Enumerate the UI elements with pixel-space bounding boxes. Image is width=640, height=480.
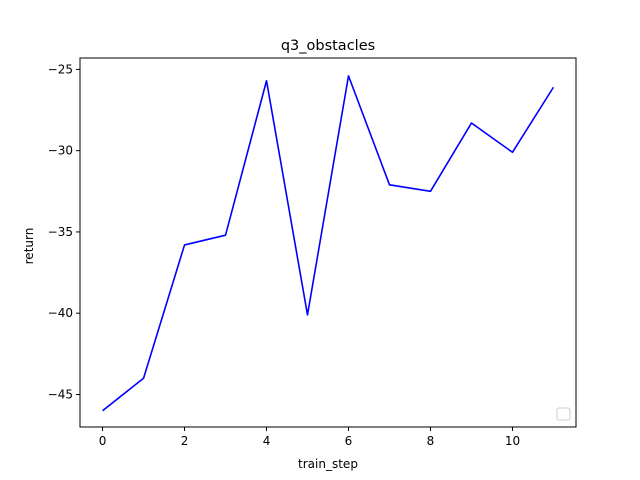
x-tick-label: 10 bbox=[505, 434, 520, 448]
x-axis-label: train_step bbox=[298, 457, 358, 471]
y-tick-label: −45 bbox=[48, 387, 73, 401]
x-tick-label: 8 bbox=[427, 434, 435, 448]
plot-area: 0 2 4 6 8 10 −45 −40 −35 −30 −25 bbox=[48, 57, 577, 448]
series-line-0 bbox=[102, 75, 555, 412]
y-tick-label: −40 bbox=[48, 306, 73, 320]
chart-title: q3_obstacles bbox=[281, 38, 375, 54]
x-tick-label: 6 bbox=[345, 434, 353, 448]
axes-frame bbox=[79, 57, 577, 428]
y-tick-label: −25 bbox=[48, 62, 73, 76]
legend-box bbox=[556, 407, 571, 421]
x-tick-label: 0 bbox=[99, 434, 107, 448]
x-tick-label: 2 bbox=[181, 434, 189, 448]
y-axis-label: return bbox=[22, 228, 36, 265]
x-tick-label: 4 bbox=[263, 434, 271, 448]
y-tick-label: −35 bbox=[48, 225, 73, 239]
y-tick-label: −30 bbox=[48, 144, 73, 158]
